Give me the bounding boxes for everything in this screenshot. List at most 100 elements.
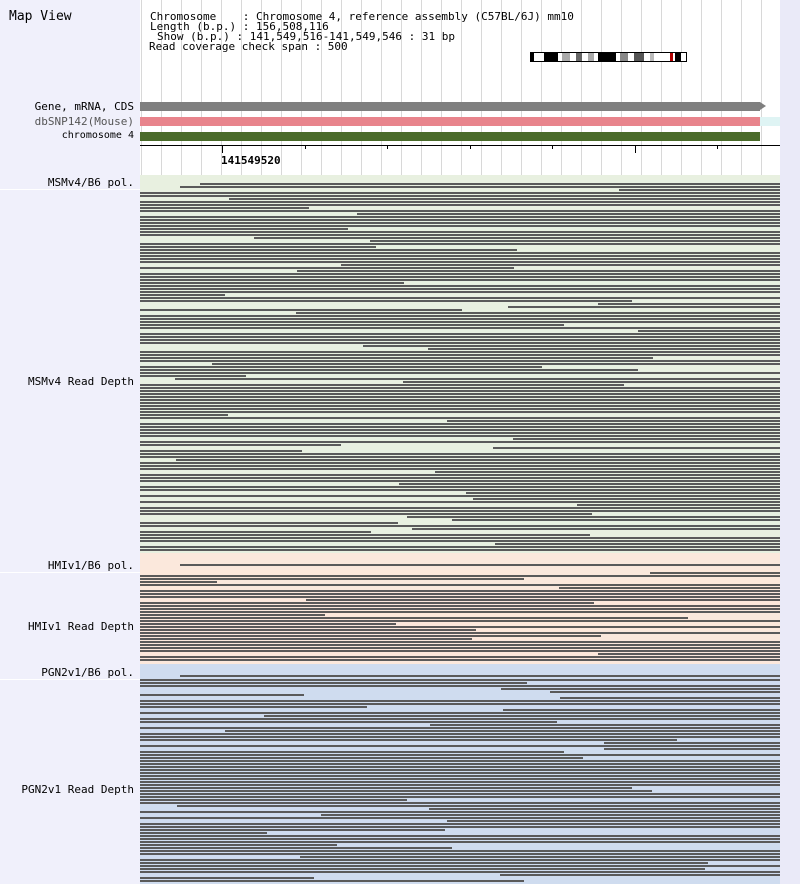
- hmi-polymorphism-band[interactable]: [140, 553, 780, 572]
- ideogram-band: [650, 53, 654, 61]
- sequence-read: [140, 525, 780, 527]
- sequence-read: [140, 584, 780, 586]
- sequence-read: [175, 378, 780, 380]
- sequence-read: [140, 435, 780, 437]
- sequence-read: [140, 850, 780, 852]
- snp-track-bar[interactable]: [140, 117, 760, 126]
- pgn-read-depth-panel[interactable]: [140, 679, 780, 884]
- sequence-read: [140, 772, 780, 774]
- section-divider: [0, 572, 140, 573]
- sequence-read: [140, 781, 780, 783]
- sequence-read: [140, 793, 780, 795]
- sequence-read: [140, 865, 780, 867]
- sequence-read: [140, 617, 688, 619]
- sequence-read: [140, 841, 780, 843]
- sequence-read: [140, 333, 780, 335]
- sequence-read: [180, 675, 780, 677]
- sequence-read: [140, 847, 452, 849]
- sequence-read: [140, 507, 780, 509]
- sequence-read: [140, 309, 462, 311]
- snp-track-end: [760, 117, 780, 126]
- sequence-read: [140, 234, 780, 236]
- sequence-read: [140, 450, 302, 452]
- sequence-read: [140, 703, 780, 705]
- sequence-read: [493, 447, 780, 449]
- msm-polymorphism-band[interactable]: [140, 175, 780, 189]
- sequence-read: [140, 602, 594, 604]
- sequence-read: [140, 414, 228, 416]
- chromosome-ideogram[interactable]: [530, 52, 687, 62]
- sequence-read: [140, 859, 780, 861]
- sequence-read: [296, 312, 780, 314]
- sequence-read: [140, 540, 780, 542]
- sequence-read: [140, 700, 780, 702]
- sequence-read: [650, 572, 780, 574]
- sequence-read: [200, 183, 780, 185]
- sequence-read: [140, 390, 780, 392]
- sequence-read: [435, 471, 780, 473]
- ruler-tick: [222, 146, 223, 153]
- sequence-read: [140, 288, 780, 290]
- sequence-read: [225, 730, 780, 732]
- sequence-read: [140, 659, 780, 661]
- msm-depth-label: MSMv4 Read Depth: [28, 375, 134, 388]
- sequence-read: [140, 192, 780, 194]
- sequence-read: [140, 279, 780, 281]
- sequence-read: [407, 516, 780, 518]
- sequence-read: [140, 495, 780, 497]
- sequence-read: [430, 724, 780, 726]
- sequence-read: [140, 685, 780, 687]
- sequence-read: [447, 820, 780, 822]
- ruler-tick: [717, 146, 718, 149]
- sequence-read: [550, 691, 780, 693]
- sequence-read: [466, 492, 780, 494]
- sequence-read: [619, 189, 780, 191]
- sequence-read: [428, 348, 780, 350]
- sequence-read: [140, 593, 780, 595]
- sequence-read: [577, 504, 780, 506]
- msm-read-depth-panel[interactable]: [140, 189, 780, 553]
- pgn-polymorphism-band[interactable]: [140, 664, 780, 679]
- sequence-read: [495, 543, 780, 545]
- sequence-read: [177, 805, 780, 807]
- sequence-read: [212, 363, 780, 365]
- sequence-read: [140, 745, 780, 747]
- sequence-read: [140, 531, 371, 533]
- sequence-read: [140, 862, 708, 864]
- gene-track-bar[interactable]: [140, 102, 760, 111]
- sequence-read: [140, 387, 780, 389]
- sequence-read: [140, 477, 780, 479]
- msm-pol-label: MSMv4/B6 pol.: [47, 176, 134, 189]
- sequence-read: [140, 408, 780, 410]
- ruler-tick: [387, 146, 388, 149]
- sequence-read: [140, 384, 624, 386]
- sequence-read: [598, 303, 780, 305]
- sequence-read: [140, 682, 527, 684]
- sequence-read: [403, 381, 780, 383]
- sequence-read: [140, 775, 780, 777]
- sequence-read: [447, 420, 780, 422]
- hmi-read-depth-panel[interactable]: [140, 572, 780, 664]
- sequence-read: [140, 375, 246, 377]
- sequence-read: [429, 808, 780, 810]
- sequence-read: [140, 318, 780, 320]
- sequence-read: [140, 210, 780, 212]
- sequence-read: [140, 366, 542, 368]
- left-label-panel: [0, 0, 140, 884]
- ideogram-band: [576, 53, 582, 61]
- sequence-read: [140, 276, 780, 278]
- sequence-read: [140, 252, 780, 254]
- sequence-read: [140, 417, 780, 419]
- sequence-read: [140, 468, 780, 470]
- sequence-read: [140, 647, 780, 649]
- sequence-read: [500, 874, 780, 876]
- pgn-depth-label: PGN2v1 Read Depth: [21, 783, 134, 796]
- sequence-read: [140, 638, 472, 640]
- sequence-read: [140, 513, 592, 515]
- chromosome-track-bar[interactable]: [140, 132, 760, 141]
- sequence-read: [140, 620, 780, 622]
- right-margin: [780, 0, 800, 884]
- sequence-read: [140, 225, 780, 227]
- sequence-read: [140, 228, 348, 230]
- sequence-read: [140, 411, 780, 413]
